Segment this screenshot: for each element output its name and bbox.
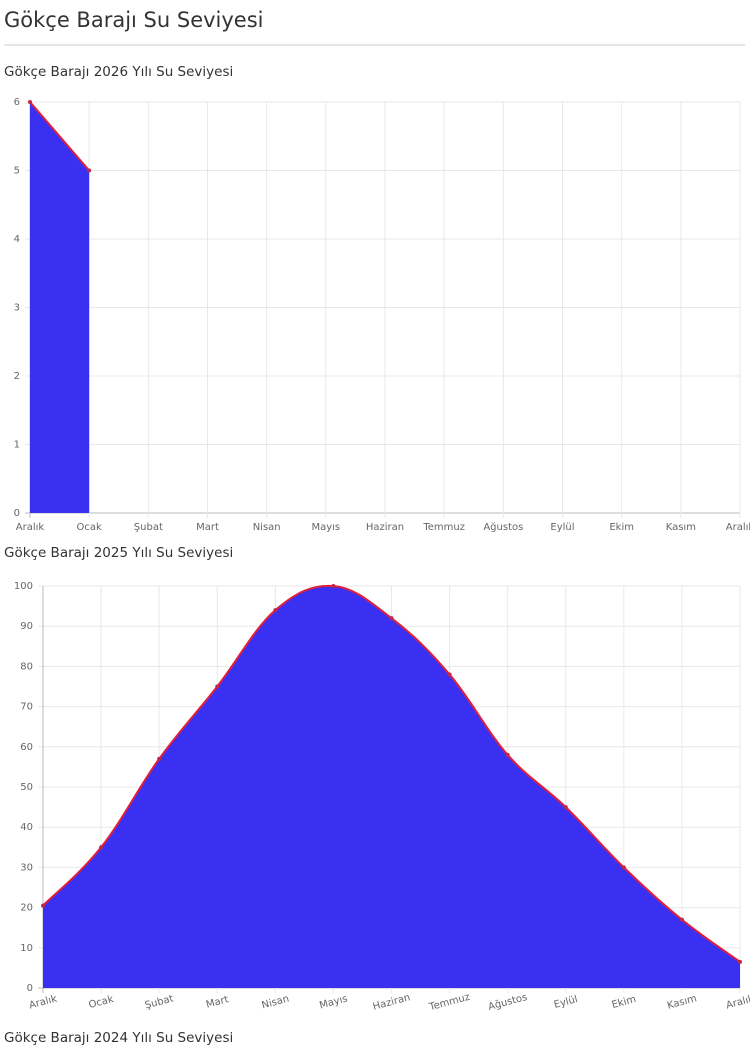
y-tick-label: 3 (14, 303, 20, 314)
chart-title: Gökçe Barajı 2025 Yılı Su Seviyesi (4, 545, 233, 561)
page-title: Gökçe Barajı Su Seviyesi (4, 8, 264, 32)
area-fill (30, 102, 90, 513)
x-tick-label: Eylül (553, 994, 579, 1011)
y-tick-label: 50 (20, 782, 33, 793)
y-tick-label: 6 (14, 97, 20, 108)
x-tick-label: Haziran (372, 992, 412, 1013)
point (87, 168, 92, 173)
point (563, 805, 568, 810)
x-tick-label: Ocak (88, 994, 115, 1011)
x-tick-label: Mart (196, 522, 219, 533)
point (157, 756, 162, 761)
x-tick-label: Temmuz (422, 522, 465, 533)
x-tick-label: Şubat (134, 522, 163, 533)
point (41, 903, 45, 908)
y-tick-label: 90 (20, 621, 33, 632)
x-tick-label: Kasım (666, 993, 698, 1011)
x-tick-label: Kasım (666, 522, 696, 533)
x-tick-label: Ağustos (483, 521, 523, 533)
y-tick-label: 10 (20, 943, 33, 954)
x-tick-label: Şubat (144, 993, 175, 1011)
x-tick-label: Aralık (28, 993, 59, 1011)
x-tick-label: Mart (205, 994, 230, 1011)
x-tick-label: Ekim (609, 522, 634, 533)
point (738, 959, 742, 964)
point (505, 752, 510, 757)
y-tick-label: 60 (20, 742, 33, 753)
x-tick-label: Aralık (16, 522, 45, 533)
x-tick-label: Ocak (77, 522, 102, 533)
y-tick-label: 20 (20, 903, 33, 914)
x-tick-label: Aralık (725, 993, 750, 1011)
x-tick-label: Haziran (366, 522, 404, 533)
y-tick-label: 0 (14, 508, 20, 519)
point (679, 917, 684, 922)
point (215, 684, 220, 689)
x-tick-label: Ağustos (487, 991, 529, 1013)
point (99, 845, 104, 850)
y-tick-label: 100 (14, 581, 33, 592)
point (389, 616, 394, 621)
x-tick-label: Temmuz (427, 992, 471, 1014)
point (28, 100, 32, 104)
point (273, 608, 278, 613)
y-tick-label: 80 (20, 661, 33, 672)
area-fill (43, 585, 740, 988)
line (29, 101, 90, 172)
x-tick-label: Aralık (726, 522, 750, 533)
y-tick-label: 30 (20, 862, 33, 873)
y-tick-label: 0 (27, 983, 33, 994)
y-tick-label: 40 (20, 822, 33, 833)
x-tick-label: Mayıs (311, 522, 340, 533)
y-tick-label: 5 (14, 166, 20, 177)
x-tick-label: Mayıs (318, 993, 349, 1011)
chart-title: Gökçe Barajı 2026 Yılı Su Seviyesi (4, 64, 233, 80)
section-heading: Gökçe Barajı 2024 Yılı Su Seviyesi (4, 1030, 233, 1046)
y-tick-label: 70 (20, 702, 33, 713)
y-tick-label: 1 (14, 440, 20, 451)
y-tick-label: 4 (14, 234, 20, 245)
y-tick-label: 2 (14, 371, 20, 382)
point (621, 865, 626, 870)
x-tick-label: Eylül (550, 522, 574, 533)
x-tick-label: Nisan (261, 994, 291, 1012)
x-tick-label: Nisan (253, 522, 281, 533)
point (331, 584, 336, 588)
x-tick-label: Ekim (611, 994, 638, 1011)
point (447, 672, 452, 677)
